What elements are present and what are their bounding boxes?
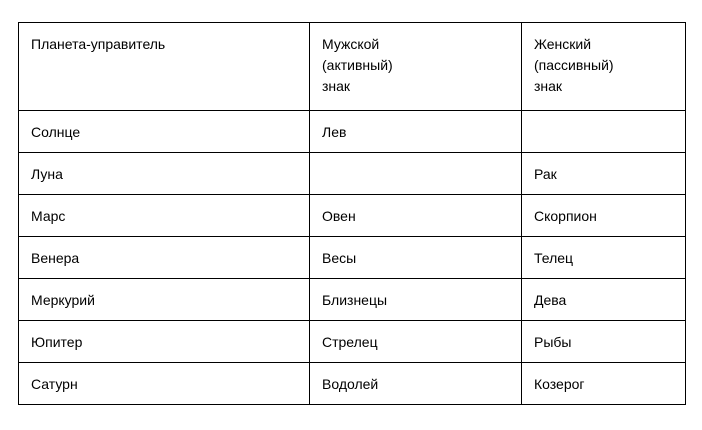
planet-rulers-table: Планета-управитель Мужской (активный) зн… (18, 22, 686, 405)
cell-male-sign: Овен (309, 194, 522, 237)
cell-male-sign: Близнецы (309, 278, 522, 321)
cell-female-sign (521, 110, 686, 153)
table-row: Юпитер Стрелец Рыбы (18, 320, 686, 363)
cell-female-sign-text: Рыбы (534, 334, 572, 350)
cell-female-sign: Козерог (521, 362, 686, 405)
table-body: Планета-управитель Мужской (активный) зн… (18, 22, 686, 405)
cell-planet-text: Меркурий (31, 292, 95, 308)
cell-planet: Марс (18, 194, 310, 237)
header-female-line-1: Женский (534, 36, 592, 52)
cell-female-sign-text: Дева (534, 292, 567, 308)
header-male-line-3: знак (322, 78, 351, 94)
cell-male-sign: Водолей (309, 362, 522, 405)
table-row: Луна Рак (18, 152, 686, 195)
cell-female-sign: Рак (521, 152, 686, 195)
cell-male-sign: Лев (309, 110, 522, 153)
table-row: Венера Весы Телец (18, 236, 686, 279)
cell-planet-text: Венера (31, 250, 80, 266)
header-planet-line-1: Планета-управитель (31, 36, 166, 52)
header-male-line-2: (активный) (322, 57, 393, 73)
cell-female-sign-text: Скорпион (534, 208, 597, 224)
cell-planet-text: Марс (31, 208, 66, 224)
cell-female-sign-text: Козерог (534, 376, 585, 392)
cell-male-sign-text: Весы (322, 250, 357, 266)
cell-female-sign: Телец (521, 236, 686, 279)
cell-planet-text: Солнце (31, 124, 81, 140)
cell-planet: Венера (18, 236, 310, 279)
cell-planet: Луна (18, 152, 310, 195)
table-row: Сатурн Водолей Козерог (18, 362, 686, 405)
cell-female-sign-text: Телец (534, 250, 574, 266)
cell-male-sign-text: Овен (322, 208, 356, 224)
header-female-line-2: (пассивный) (534, 57, 614, 73)
header-female-line-3: знак (534, 78, 563, 94)
table-row: Меркурий Близнецы Дева (18, 278, 686, 321)
cell-planet: Юпитер (18, 320, 310, 363)
cell-planet-text: Сатурн (31, 376, 78, 392)
cell-male-sign: Весы (309, 236, 522, 279)
table-row: Солнце Лев (18, 110, 686, 153)
cell-female-sign: Рыбы (521, 320, 686, 363)
cell-planet: Меркурий (18, 278, 310, 321)
cell-planet: Солнце (18, 110, 310, 153)
cell-planet-text: Юпитер (31, 334, 83, 350)
header-cell-planet: Планета-управитель (18, 22, 310, 111)
cell-male-sign-text: Водолей (322, 376, 379, 392)
header-cell-male-sign: Мужской (активный) знак (309, 22, 522, 111)
cell-male-sign-text: Близнецы (322, 292, 388, 308)
cell-planet-text: Луна (31, 166, 63, 182)
table-row: Марс Овен Скорпион (18, 194, 686, 237)
cell-male-sign (309, 152, 522, 195)
header-male-line-1: Мужской (322, 36, 380, 52)
cell-female-sign: Скорпион (521, 194, 686, 237)
table-header-row: Планета-управитель Мужской (активный) зн… (18, 22, 686, 111)
cell-male-sign-text: Лев (322, 124, 347, 140)
cell-planet: Сатурн (18, 362, 310, 405)
cell-male-sign: Стрелец (309, 320, 522, 363)
header-cell-female-sign: Женский (пассивный) знак (521, 22, 686, 111)
cell-female-sign: Дева (521, 278, 686, 321)
cell-female-sign-text: Рак (534, 166, 557, 182)
cell-male-sign-text: Стрелец (322, 334, 378, 350)
